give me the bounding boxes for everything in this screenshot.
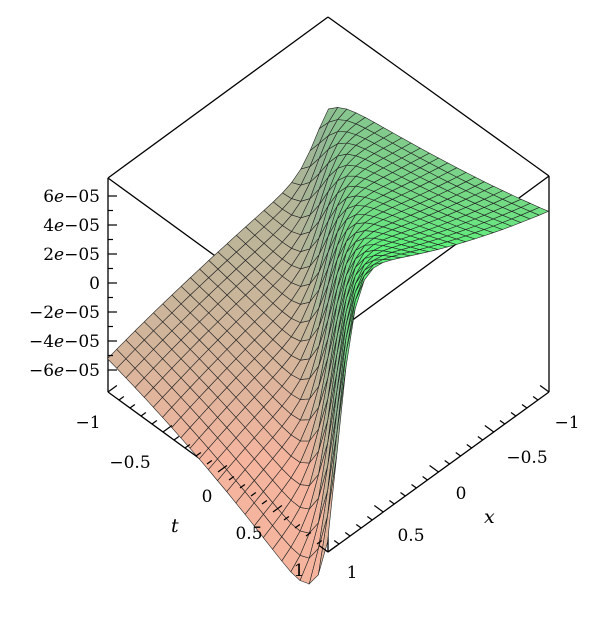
x-axis-tick (318, 545, 329, 553)
x-axis-tick (521, 403, 528, 409)
x-axis-tick (355, 523, 362, 529)
t-axis-title: t (171, 515, 179, 537)
t-axis-tick (151, 419, 158, 425)
t-axis-tick (118, 395, 125, 401)
z-axis-tick-label: −4e−05 (29, 332, 100, 352)
x-axis-tick (366, 515, 373, 521)
x-axis-ticks (318, 385, 550, 553)
x-axis-tick (539, 385, 550, 393)
t-axis-tick (283, 515, 290, 521)
x-axis-tick (444, 459, 450, 465)
x-axis-tick (344, 531, 351, 537)
x-axis-tick (429, 465, 439, 473)
t-axis-tick (272, 505, 283, 513)
x-axis-tick-label: −1 (554, 413, 579, 433)
x-axis-tick-label: −0.5 (506, 448, 547, 468)
t-axis-tick-label: 0 (202, 487, 213, 507)
t-axis-tick (261, 499, 268, 505)
t-axis-ticks (107, 385, 338, 553)
t-axis-tick (294, 523, 301, 529)
x-axis-tick (373, 505, 384, 513)
t-axis-tick (173, 435, 180, 441)
t-axis-tick (184, 443, 191, 449)
x-axis-tick-label: 0 (456, 484, 467, 504)
x-axis-tick (400, 491, 406, 497)
t-axis-tick-label: −1 (75, 413, 100, 433)
t-axis-tick-label: 0.5 (235, 524, 262, 544)
box-edge-top-right (327, 16, 550, 177)
t-axis-tick (316, 539, 323, 545)
t-axis-tick (327, 545, 338, 553)
x-axis-tick (510, 411, 517, 417)
z-axis-tick-label: −2e−05 (29, 303, 100, 323)
x-axis-tick (389, 499, 395, 505)
x-axis-tick-label: 1 (347, 563, 358, 583)
t-axis-tick (140, 411, 147, 417)
t-axis-tick-label: 1 (294, 561, 305, 581)
t-axis-tick (107, 385, 118, 393)
x-axis-tick (455, 451, 461, 457)
x-axis-tick (466, 443, 473, 449)
box-edge-top-left (107, 16, 329, 179)
z-axis-tick-label: 0 (89, 274, 100, 294)
x-axis-tick (333, 539, 340, 545)
z-axis-tick-label: −6e−05 (29, 361, 100, 381)
t-axis-tick-label: −0.5 (109, 453, 150, 473)
x-axis-tick (477, 435, 484, 441)
x-axis-tick-label: 0.5 (397, 526, 424, 546)
x-axis-tick (484, 425, 495, 433)
t-axis-tick (239, 483, 246, 489)
t-axis-tick (228, 475, 235, 481)
x-axis-tick (499, 419, 506, 425)
t-axis-tick (217, 465, 228, 473)
t-axis-tick (305, 531, 312, 537)
x-axis-tick (422, 475, 428, 481)
t-axis-tick (206, 459, 213, 465)
x-axis-tick (532, 395, 539, 401)
z-axis-tick-label: 6e−05 (43, 187, 100, 207)
t-axis-tick-labels: −1 −0.5 0 0.5 1 (75, 413, 304, 581)
t-axis-tick (129, 403, 136, 409)
z-axis-tick-label: 2e−05 (43, 245, 100, 265)
t-axis-tick (195, 451, 202, 457)
surface-patch (318, 106, 339, 130)
z-axis-tick-labels: 6e−05 4e−05 2e−05 0 −2e−05 −4e−05 −6e−05 (29, 187, 100, 381)
t-axis-tick (250, 491, 257, 497)
z-axis-tick-label: 4e−05 (43, 216, 100, 236)
t-axis-tick (162, 425, 173, 433)
surface-mesh (107, 106, 550, 585)
x-axis-tick-labels: −1 −0.5 0 0.5 1 (347, 413, 580, 583)
x-axis-tick (411, 483, 417, 489)
x-axis-title: x (484, 506, 495, 528)
z-axis-ticks (108, 195, 117, 371)
